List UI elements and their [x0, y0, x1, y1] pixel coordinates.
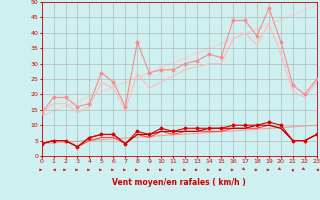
X-axis label: Vent moyen/en rafales ( km/h ): Vent moyen/en rafales ( km/h ) — [112, 178, 246, 187]
